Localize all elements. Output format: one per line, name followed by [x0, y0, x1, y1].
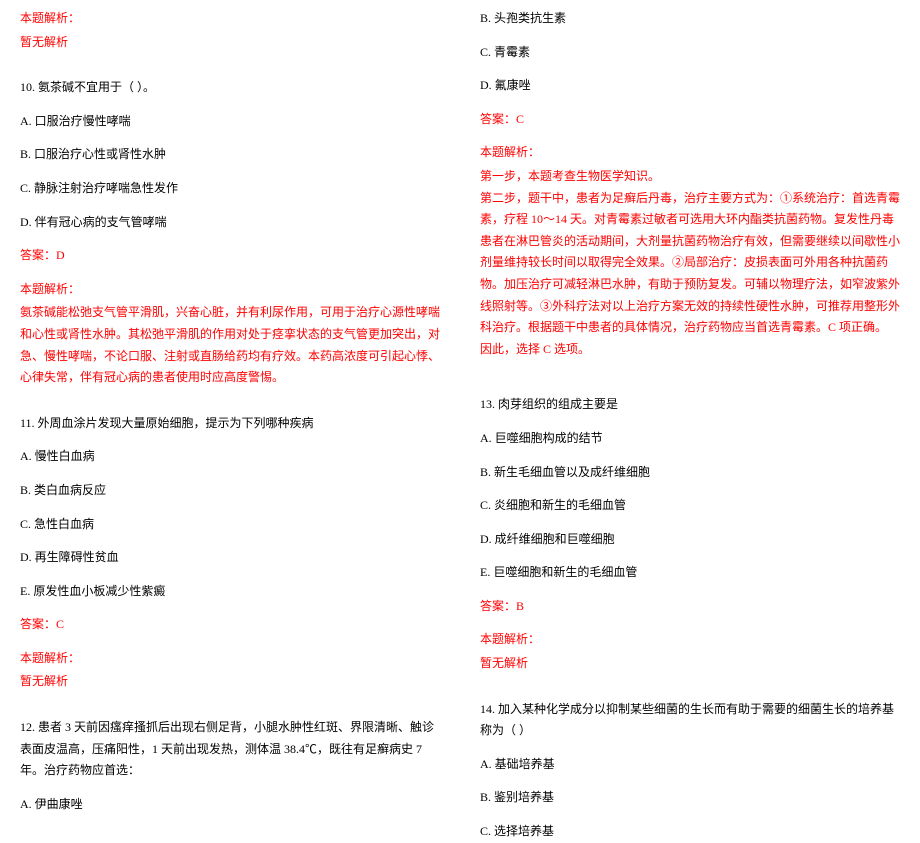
analysis-header: 本题解析： [20, 648, 440, 670]
option-a: A. 口服治疗慢性哮喘 [20, 111, 440, 133]
answer: 答案：C [20, 614, 440, 636]
option-b: B. 鉴别培养基 [480, 787, 900, 809]
analysis-header: 本题解析： [20, 279, 440, 301]
answer: 答案：B [480, 596, 900, 618]
option-b: B. 头孢类抗生素 [480, 8, 900, 30]
option-e: E. 原发性血小板减少性紫癜 [20, 581, 440, 603]
prev-analysis: 本题解析： 暂无解析 [20, 8, 440, 53]
analysis-text: 暂无解析 [20, 32, 440, 54]
option-c: C. 炎细胞和新生的毛细血管 [480, 495, 900, 517]
analysis-text: 第一步，本题考查生物医学知识。 第二步，题干中，患者为足癣后丹毒，治疗主要方式为… [480, 166, 900, 360]
question-stem: 11. 外周血涂片发现大量原始细胞，提示为下列哪种疾病 [20, 413, 440, 435]
answer: 答案：D [20, 245, 440, 267]
option-b: B. 新生毛细血管以及成纤维细胞 [480, 462, 900, 484]
q10: 10. 氨茶碱不宜用于（ ）。 A. 口服治疗慢性哮喘 B. 口服治疗心性或肾性… [20, 77, 440, 389]
answer: 答案：C [480, 109, 900, 131]
question-stem: 14. 加入某种化学成分以抑制某些细菌的生长而有助于需要的细菌生长的培养基称为（… [480, 699, 900, 742]
question-stem: 10. 氨茶碱不宜用于（ ）。 [20, 77, 440, 99]
question-stem: 12. 患者 3 天前因瘙痒搔抓后出现右侧足背，小腿水肿性红斑、界限清晰、触诊表… [20, 717, 440, 782]
two-column-doc: 本题解析： 暂无解析 10. 氨茶碱不宜用于（ ）。 A. 口服治疗慢性哮喘 B… [0, 0, 920, 651]
option-c: C. 静脉注射治疗哮喘急性发作 [20, 178, 440, 200]
option-a: A. 慢性白血病 [20, 446, 440, 468]
option-a: A. 基础培养基 [480, 754, 900, 776]
analysis-text: 暂无解析 [480, 653, 900, 675]
q12-cont: B. 头孢类抗生素 C. 青霉素 D. 氟康唑 答案：C 本题解析： 第一步，本… [480, 8, 900, 360]
option-d: D. 成纤维细胞和巨噬细胞 [480, 529, 900, 551]
q14: 14. 加入某种化学成分以抑制某些细菌的生长而有助于需要的细菌生长的培养基称为（… [480, 699, 900, 843]
option-b: B. 口服治疗心性或肾性水肿 [20, 144, 440, 166]
option-b: B. 类白血病反应 [20, 480, 440, 502]
q11: 11. 外周血涂片发现大量原始细胞，提示为下列哪种疾病 A. 慢性白血病 B. … [20, 413, 440, 693]
option-a: A. 巨噬细胞构成的结节 [480, 428, 900, 450]
analysis-header: 本题解析： [480, 142, 900, 164]
analysis-text: 氨茶碱能松弛支气管平滑肌，兴奋心脏，并有利尿作用，可用于治疗心源性哮喘和心性或肾… [20, 302, 440, 388]
analysis-header: 本题解析： [20, 8, 440, 30]
option-c: C. 急性白血病 [20, 514, 440, 536]
q12: 12. 患者 3 天前因瘙痒搔抓后出现右侧足背，小腿水肿性红斑、界限清晰、触诊表… [20, 717, 440, 815]
question-stem: 13. 肉芽组织的组成主要是 [480, 394, 900, 416]
analysis-header: 本题解析： [480, 629, 900, 651]
option-d: D. 再生障碍性贫血 [20, 547, 440, 569]
right-column: B. 头孢类抗生素 C. 青霉素 D. 氟康唑 答案：C 本题解析： 第一步，本… [460, 0, 920, 651]
left-column: 本题解析： 暂无解析 10. 氨茶碱不宜用于（ ）。 A. 口服治疗慢性哮喘 B… [0, 0, 460, 651]
option-d: D. 氟康唑 [480, 75, 900, 97]
option-e: E. 巨噬细胞和新生的毛细血管 [480, 562, 900, 584]
q13: 13. 肉芽组织的组成主要是 A. 巨噬细胞构成的结节 B. 新生毛细血管以及成… [480, 394, 900, 674]
option-a: A. 伊曲康唑 [20, 794, 440, 816]
analysis-text: 暂无解析 [20, 671, 440, 693]
option-c: C. 青霉素 [480, 42, 900, 64]
option-d: D. 伴有冠心病的支气管哮喘 [20, 212, 440, 234]
option-c: C. 选择培养基 [480, 821, 900, 843]
